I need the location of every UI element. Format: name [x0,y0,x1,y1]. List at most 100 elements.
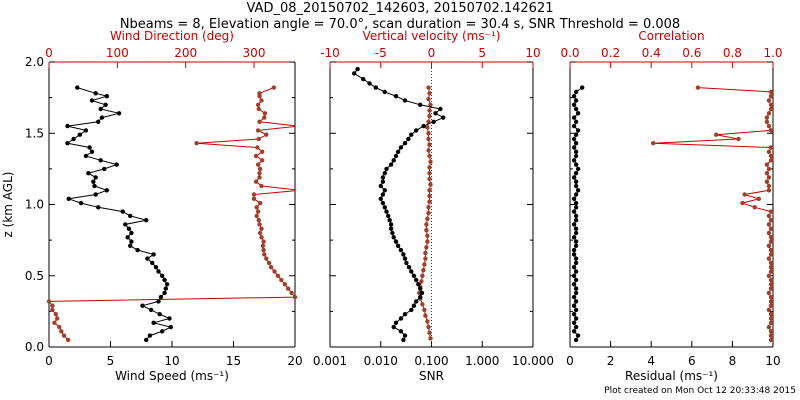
x-tick-label: 8 [729,354,737,368]
data-point [424,245,429,250]
data-point [404,260,409,266]
y-tick-label: 1.0 [25,198,44,212]
data-point [573,226,579,231]
data-point [259,183,264,189]
data-point [411,303,417,308]
data-point [573,205,579,210]
data-point [573,290,579,296]
data-point [768,252,774,257]
data-point [573,260,579,266]
data-point [421,267,426,273]
data-point [378,196,383,201]
data-point [55,316,60,321]
data-point [571,235,577,240]
data-point [426,210,431,216]
data-point [423,256,428,261]
data-point [93,91,98,96]
data-point [571,329,577,334]
data-point [61,333,67,338]
data-point [257,119,262,125]
data-point [571,252,577,257]
data-point [271,85,276,90]
data-point [254,205,259,210]
data-point [573,149,579,154]
data-point [573,132,579,137]
data-point [156,299,161,304]
data-point [573,269,579,274]
data-point [768,235,774,240]
data-point [573,256,579,261]
x-axis-label: SNR [419,369,444,383]
data-point [768,337,774,343]
data-point [573,337,579,343]
data-point [575,111,581,116]
data-point [259,235,264,240]
data-point [382,188,387,193]
data-point [427,113,432,119]
data-point [422,307,427,313]
data-point [391,158,396,163]
top-tick-label: 300 [243,46,266,60]
x-tick-label: 10 [164,354,179,368]
data-point [573,162,579,167]
data-point [768,226,774,231]
data-point [571,222,577,227]
data-point [573,192,579,197]
data-point [420,302,425,307]
data-point [144,337,149,343]
data-point [428,182,433,187]
data-point [766,166,772,172]
data-point [125,235,130,240]
data-point [87,145,92,150]
data-point [573,239,579,244]
data-point [89,149,95,154]
data-point [573,277,579,283]
data-point [766,183,772,189]
data-point [426,131,431,136]
top-tick-label: 5 [478,46,486,60]
data-point [421,123,426,129]
data-point [714,132,719,137]
data-point [395,149,401,154]
data-point [391,324,396,330]
data-point [98,158,103,163]
plot-credit: Plot created on Mon Oct 12 20:33:48 2015 [604,386,796,396]
data-point [423,250,428,256]
data-point [768,303,774,308]
data-point [65,141,70,146]
data-point [53,312,58,317]
data-point [766,213,772,219]
top-tick-label: 0.6 [682,46,701,60]
data-point [426,148,431,153]
data-point [114,162,119,167]
data-point [160,273,165,278]
data-point [83,128,89,133]
data-point [768,158,774,163]
data-point [409,307,414,313]
data-point [380,192,386,197]
data-point [78,200,84,206]
top-tick-label: -10 [320,46,340,60]
data-point [402,141,408,146]
data-point [571,102,577,108]
top-tick-label: 0.4 [642,46,661,60]
top-tick-label: 200 [174,46,197,60]
data-point [768,277,774,283]
data-point [414,299,419,304]
data-point [768,239,774,244]
data-point [438,106,443,112]
data-point [766,111,772,116]
data-point [427,142,432,147]
data-point [426,324,431,330]
data-point [418,294,423,300]
data-point [167,316,172,321]
data-point [571,145,577,150]
data-point [398,316,404,321]
data-point [768,89,774,95]
data-point [573,213,579,219]
data-point [764,115,770,120]
data-point [398,329,404,334]
data-point [352,71,357,76]
data-point [128,213,133,219]
data-point [768,269,774,274]
